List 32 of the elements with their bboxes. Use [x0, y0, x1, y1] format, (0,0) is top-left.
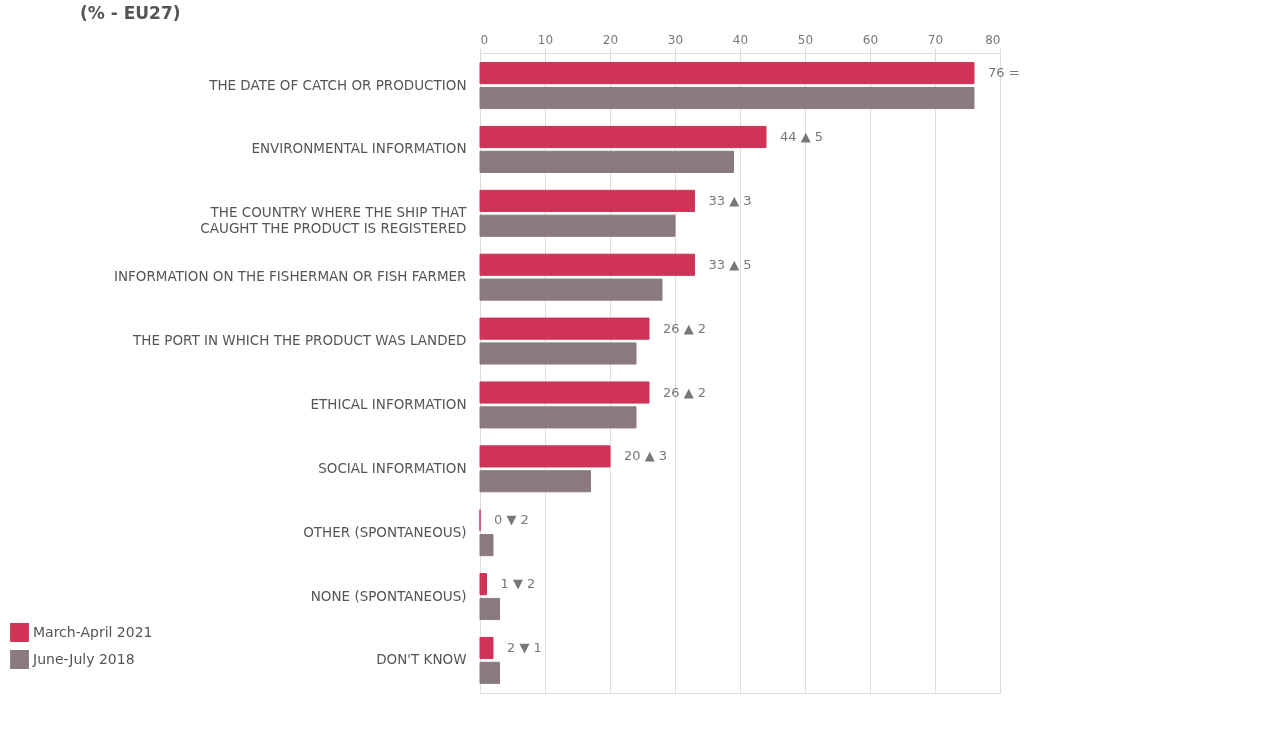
data-label: 2 ▼ 1: [507, 640, 542, 655]
text: (% - EU27): [80, 3, 181, 23]
x-tick-label: 0: [480, 32, 489, 47]
data-label: 26 ▲ 2: [663, 384, 707, 400]
y-tick-label: THE COUNTRY WHERE THE SHIP THAT CAUGHT THE PRODUCT IS REGISTERED: [200, 204, 468, 236]
legend-label: June-July 2018: [32, 650, 135, 667]
y-tick-label: SOCIAL INFORMATION: [318, 459, 467, 476]
data-label: 76 =: [988, 65, 1020, 81]
x-tick-label: 20: [602, 32, 619, 47]
x-tick-label: 80: [985, 32, 1001, 47]
y-tick-label: NONE (SPONTANEOUS): [310, 587, 467, 604]
y-tick-label: OTHER (SPONTANEOUS): [303, 523, 467, 540]
data-label: 26 ▲ 2: [663, 320, 707, 336]
y-tick-label: ENVIRONMENTAL INFORMATION: [251, 140, 467, 157]
y-tick-label: THE DATE OF CATCH OR PRODUCTION: [208, 76, 467, 93]
data-label: 20 ▲ 3: [624, 448, 668, 464]
data-label: 44 ▲ 5: [780, 129, 824, 145]
data-label: 0 ▼ 2: [494, 512, 529, 528]
y-tick-label: INFORMATION ON THE FISHERMAN OR FISH FARMER: [113, 268, 467, 285]
data-label: 33 ▲ 5: [708, 256, 752, 272]
y-tick-label: ETHICAL INFORMATION: [310, 395, 467, 412]
x-tick-label: 40: [732, 32, 749, 47]
x-tick-label: 50: [797, 32, 814, 47]
x-tick-label: 70: [927, 32, 944, 47]
data-label: 1 ▼ 2: [500, 576, 536, 592]
y-tick-label: THE PORT IN WHICH THE PRODUCT WAS LANDED: [132, 332, 467, 349]
x-tick-label: 10: [537, 32, 554, 47]
data-label: 33 ▲ 3: [708, 192, 752, 208]
y-tick-label: DON'T KNOW: [376, 651, 467, 668]
legend-label: March-April 2021: [33, 623, 153, 640]
x-tick-label: 30: [667, 32, 684, 47]
x-tick-label: 60: [862, 32, 879, 47]
